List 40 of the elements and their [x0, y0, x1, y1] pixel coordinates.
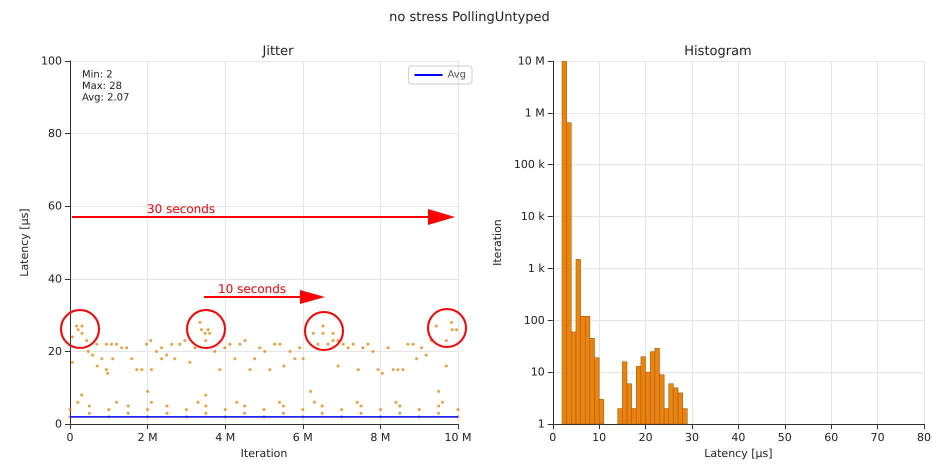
- x-tick-label: 10 M: [444, 431, 472, 444]
- x-tick-label: 6 M: [292, 431, 313, 444]
- text: no stress PollingUntyped: [388, 10, 551, 25]
- y-tick-label: 1 M: [524, 106, 545, 120]
- x-axis-title: Latency [µs]: [704, 447, 773, 460]
- x-tick-label: 50: [778, 431, 792, 444]
- annotation: 10 seconds: [218, 282, 286, 296]
- y-tick-label: 80: [48, 127, 62, 140]
- y-tick-label: 60: [48, 200, 62, 213]
- y-tick-label: 1 k: [528, 262, 546, 275]
- y-tick-label: 100: [41, 54, 62, 68]
- x-tick-label: 0: [66, 431, 74, 444]
- annotation: 30 seconds: [147, 202, 216, 216]
- y-axis-title: Latency [µs]: [18, 208, 32, 277]
- y-tick-label: 100 k: [514, 158, 546, 172]
- y-tick-label: 40: [48, 272, 62, 286]
- x-tick-label: 8 M: [370, 431, 390, 444]
- legend-label: Avg: [447, 70, 466, 80]
- y-axis-title: Iteration: [491, 219, 504, 266]
- x-tick-label: 40: [731, 431, 746, 444]
- y-tick-label: 10 M: [518, 54, 545, 68]
- x-tick-label: 70: [870, 431, 885, 444]
- x-axis-title: Iteration: [240, 447, 288, 460]
- x-tick-label: 10: [592, 431, 606, 444]
- x-tick-label: 20: [638, 431, 653, 444]
- y-tick-label: 1: [538, 418, 545, 431]
- chart-title: Histogram: [684, 44, 752, 59]
- annotation: Min: 2 Max: 28 Avg: 2.07: [82, 69, 130, 104]
- x-tick-label: 60: [824, 431, 838, 444]
- y-tick-label: 10: [530, 366, 545, 379]
- x-tick-label: 4 M: [215, 431, 236, 444]
- x-tick-label: 30: [684, 431, 699, 444]
- chart-title: Jitter: [262, 44, 294, 59]
- y-tick-label: 0: [55, 418, 62, 431]
- y-tick-label: 20: [48, 344, 62, 358]
- x-tick-label: 2 M: [138, 431, 158, 444]
- y-tick-label: 100: [524, 314, 545, 327]
- y-tick-label: 10 k: [520, 210, 546, 224]
- x-tick-label: 80: [917, 431, 931, 444]
- x-tick-label: 0: [549, 431, 556, 444]
